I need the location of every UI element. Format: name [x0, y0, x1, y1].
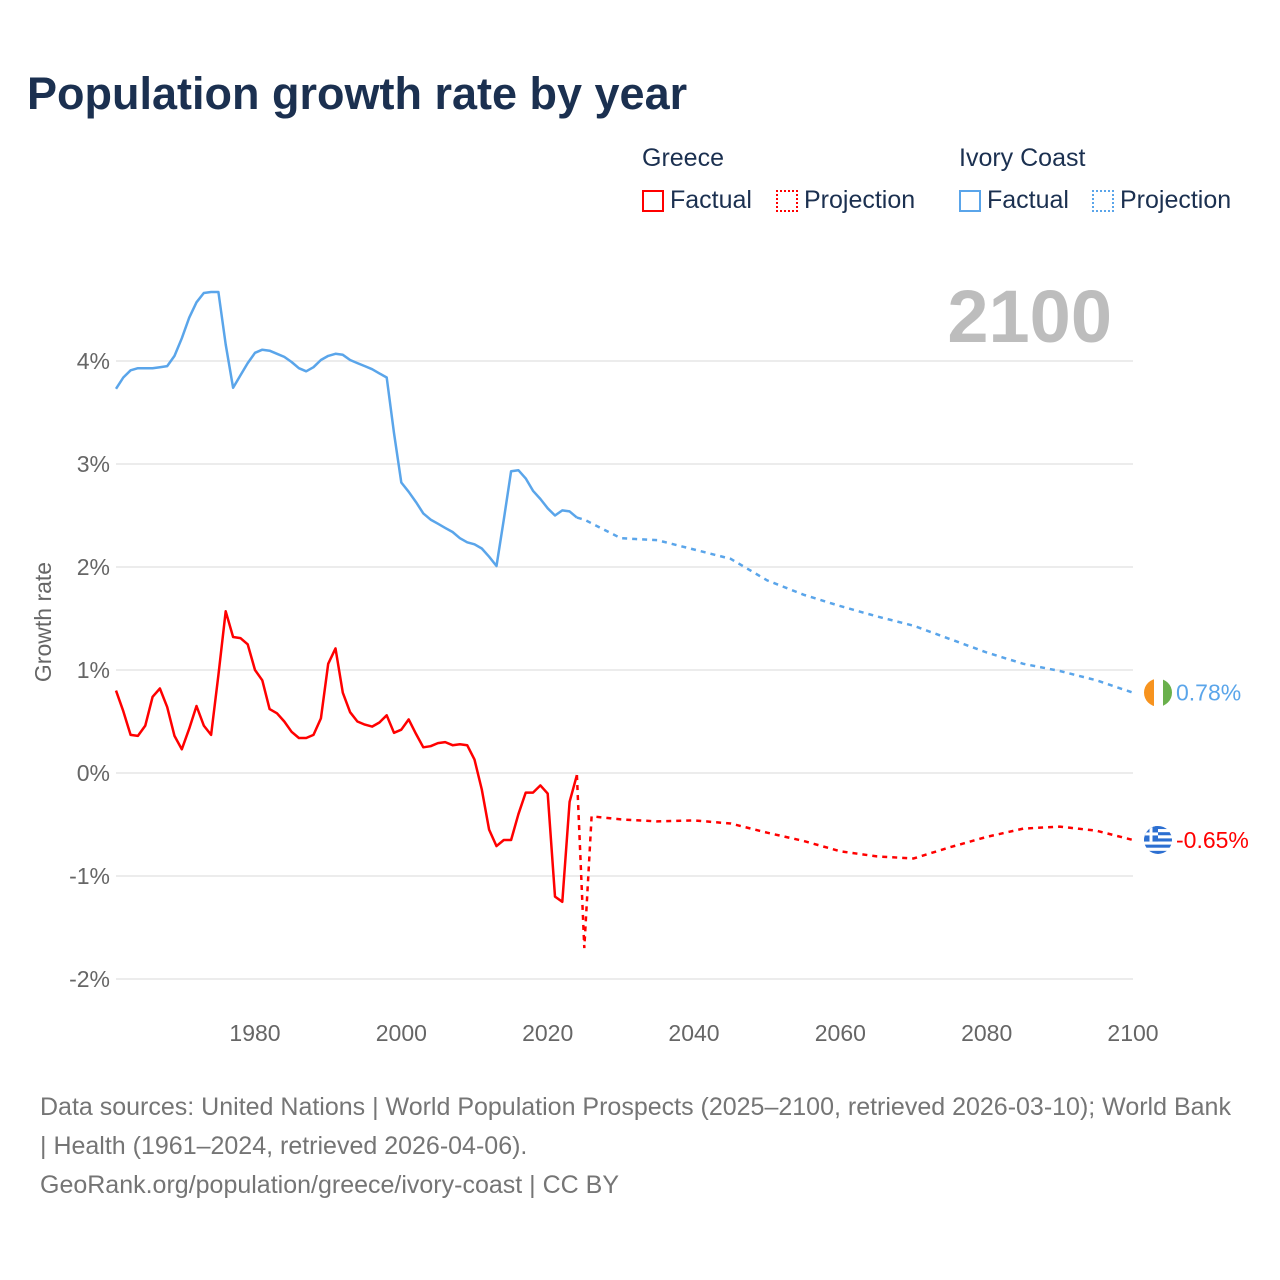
y-tick-label: 2%: [77, 554, 110, 580]
legend-swatch-dotted: [776, 189, 798, 212]
ivory-coast-end-label: 0.78%: [1176, 680, 1241, 706]
legend-label: Factual: [670, 186, 752, 214]
x-tick-label: 2040: [668, 1020, 719, 1046]
legend-label: Projection: [804, 186, 916, 214]
legend-group-ivory-coast: Ivory Coast: [959, 144, 1086, 172]
legend-swatch-dotted: [1092, 189, 1114, 212]
legend-greece-factual[interactable]: Factual: [642, 186, 752, 215]
chart-title: Population growth rate by year: [27, 68, 688, 119]
greece-factual-line: [114, 610, 579, 904]
x-tick-label: 2100: [1107, 1020, 1158, 1046]
chart-plot: 2100 Growth rate -2% -1% 0% 1% 2% 3% 4% 1980 200…: [30, 275, 1249, 1046]
x-tick-label: 1980: [229, 1020, 280, 1046]
greece-end-label: -0.65%: [1176, 827, 1249, 853]
site-credit[interactable]: GeoRank.org/population/greece/ivory-coas…: [40, 1171, 620, 1199]
y-tick-label: 1%: [77, 657, 110, 683]
y-tick-label: 3%: [77, 451, 110, 477]
y-tick-label: -2%: [69, 966, 110, 992]
greece-flag-icon: [1144, 825, 1172, 854]
legend-swatch-solid: [959, 189, 981, 212]
footer: Data sources: United Nations | World Pop…: [40, 1088, 1240, 1205]
legend-ivory-coast-projection[interactable]: Projection: [1092, 186, 1231, 215]
ivory-coast-flag-icon: [1144, 678, 1172, 707]
y-tick-label: -1%: [69, 863, 110, 889]
x-tick-label: 2080: [961, 1020, 1012, 1046]
data-sources: Data sources: United Nations | World Pop…: [40, 1093, 1231, 1160]
greece-projection-line: [575, 775, 1134, 949]
legend-greece-projection[interactable]: Projection: [776, 186, 915, 215]
x-tick-label: 2060: [815, 1020, 866, 1046]
legend-swatch-solid: [642, 189, 664, 212]
x-tick-label: 2020: [522, 1020, 573, 1046]
x-tick-label: 2000: [376, 1020, 427, 1046]
ivory-coast-factual-line: [114, 290, 578, 568]
y-axis-label: Growth rate: [30, 562, 56, 682]
legend-ivory-coast-factual[interactable]: Factual: [959, 186, 1069, 215]
legend-group-greece: Greece: [642, 144, 724, 172]
legend-label: Projection: [1120, 186, 1232, 214]
y-tick-label: 4%: [77, 348, 110, 374]
legend-label: Factual: [987, 186, 1069, 214]
year-indicator: 2100: [947, 275, 1112, 358]
ivory-coast-projection-line: [576, 516, 1134, 694]
y-tick-label: 0%: [77, 760, 110, 786]
